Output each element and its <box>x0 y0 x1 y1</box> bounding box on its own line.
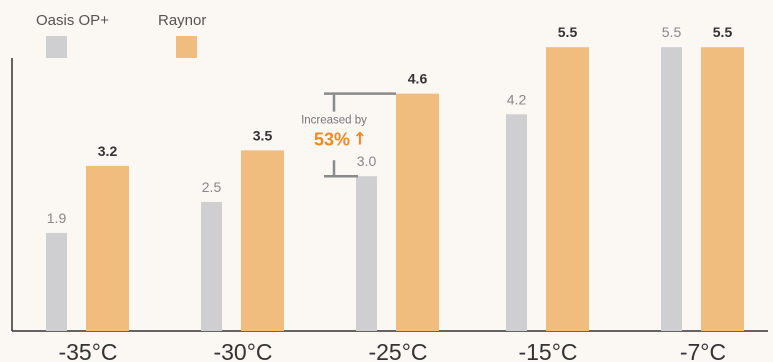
x-tick-label-1: -30°C <box>213 339 272 362</box>
legend-swatch-oasis <box>46 36 67 58</box>
data-label-raynor-0: 3.2 <box>98 143 118 159</box>
bar-raynor-1 <box>241 150 284 331</box>
annotation-value: 53% <box>314 130 350 150</box>
x-tick-label-2: -25°C <box>368 339 427 362</box>
data-label-oasis-1: 2.5 <box>202 179 222 195</box>
legend-label-raynor: Raynor <box>158 12 207 29</box>
bars <box>46 47 744 331</box>
axes <box>11 58 768 332</box>
x-tick-labels: -35°C -30°C -25°C -15°C -7°C <box>58 339 726 362</box>
data-label-oasis-2: 3.0 <box>357 153 377 169</box>
bar-raynor-0 <box>86 165 129 331</box>
legend-label-oasis: Oasis OP+ <box>36 12 109 29</box>
annotation-text: Increased by <box>301 115 367 127</box>
data-label-oasis-0: 1.9 <box>47 210 67 226</box>
bar-oasis-1 <box>201 202 222 331</box>
bar-raynor-3 <box>546 47 589 331</box>
legend-swatch-raynor <box>176 36 197 58</box>
data-label-raynor-1: 3.5 <box>253 127 273 143</box>
bar-oasis-3 <box>506 114 527 331</box>
x-tick-label-0: -35°C <box>58 339 117 362</box>
data-label-oasis-4: 5.5 <box>662 24 682 40</box>
data-label-raynor-2: 4.6 <box>408 71 428 87</box>
bar-raynor-2 <box>396 93 439 331</box>
data-label-raynor-3: 5.5 <box>558 24 578 40</box>
bar-oasis-2 <box>356 176 377 331</box>
data-labels: 1.9 3.2 2.5 3.5 3.0 4.6 4.2 5.5 5.5 5.5 <box>47 24 733 226</box>
up-arrow-icon: ↑ <box>353 130 367 150</box>
x-tick-label-4: -7°C <box>680 339 726 362</box>
x-tick-label-3: -15°C <box>518 339 577 362</box>
data-label-raynor-4: 5.5 <box>713 24 733 40</box>
bar-oasis-4 <box>661 47 682 331</box>
bar-oasis-0 <box>46 232 67 331</box>
data-label-oasis-3: 4.2 <box>507 91 527 107</box>
bar-raynor-4 <box>701 47 744 331</box>
increase-annotation: Increased by 53% ↑ <box>301 92 396 178</box>
